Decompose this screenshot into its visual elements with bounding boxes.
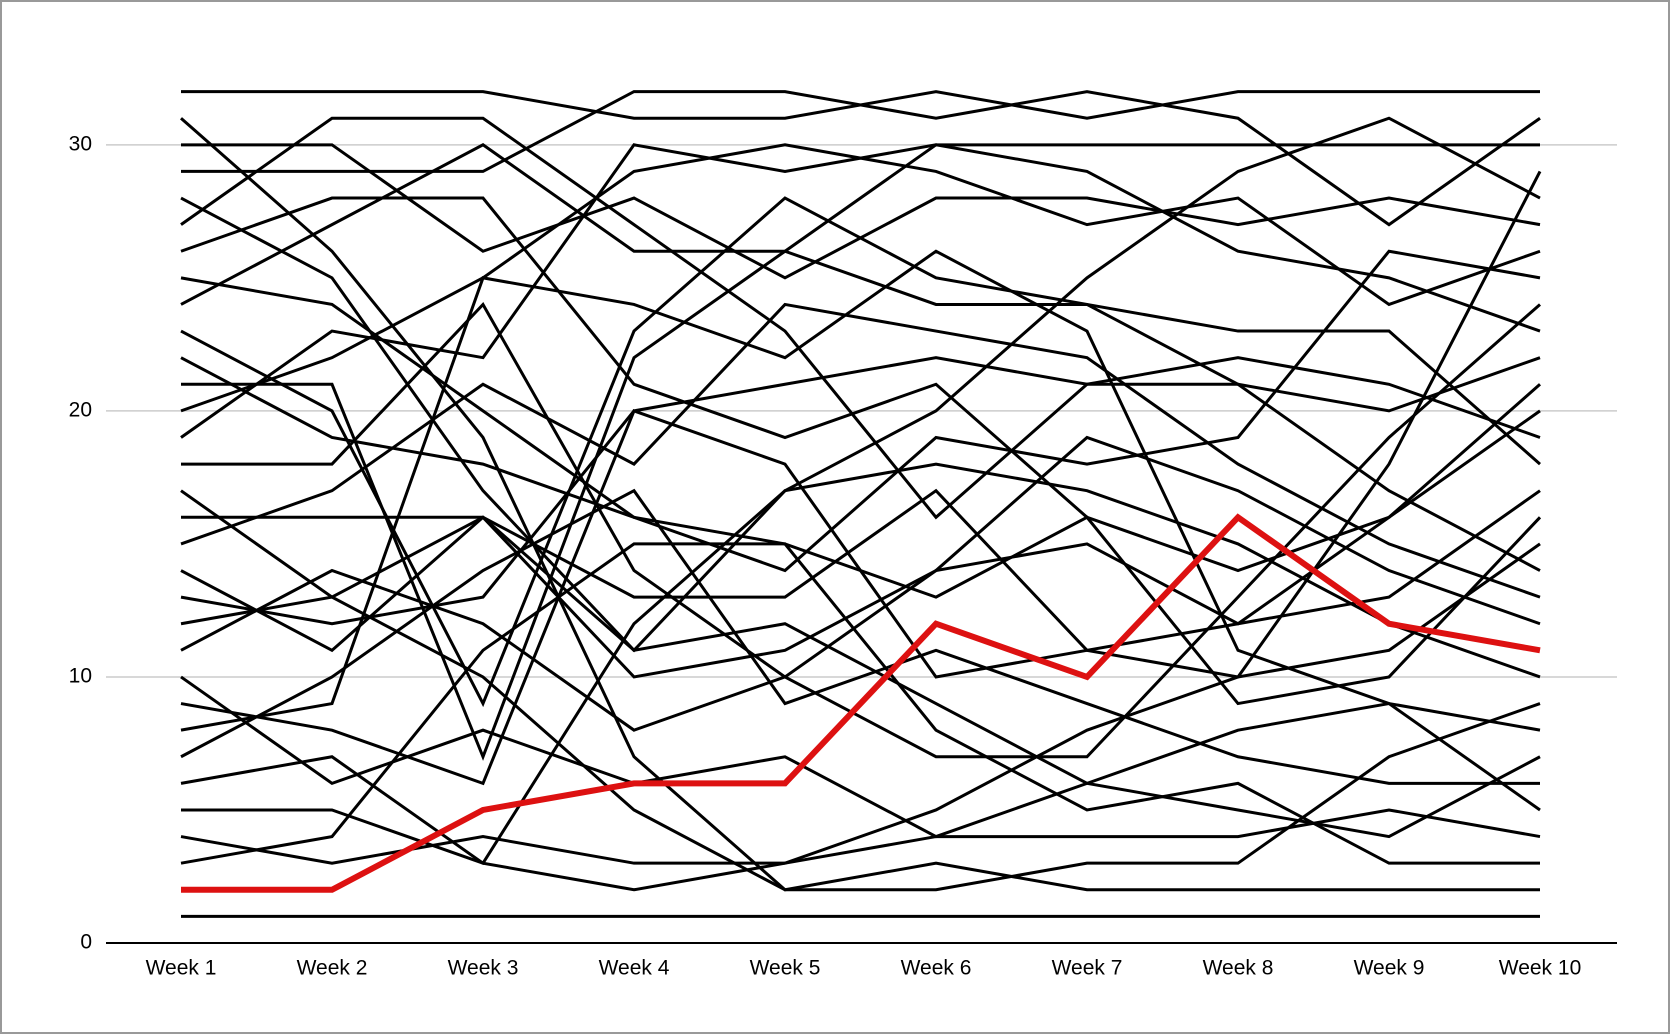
x-tick-label: Week 10 bbox=[1499, 957, 1582, 980]
x-tick-label: Week 4 bbox=[599, 957, 670, 980]
series-line bbox=[180, 435, 1541, 732]
y-tick-label: 20 bbox=[69, 398, 92, 421]
y-tick-label: 30 bbox=[69, 132, 92, 155]
x-tick-label: Week 9 bbox=[1354, 957, 1425, 980]
y-tick-label: 10 bbox=[69, 664, 92, 687]
series-line bbox=[181, 116, 1541, 865]
series-line bbox=[180, 143, 1541, 572]
x-tick-label: Week 1 bbox=[146, 957, 217, 980]
series-line bbox=[180, 542, 1540, 865]
x-tick-label: Week 8 bbox=[1203, 957, 1274, 980]
series-line bbox=[180, 356, 1541, 626]
series-line bbox=[181, 513, 1541, 893]
series-line bbox=[180, 249, 1541, 573]
series-line bbox=[180, 302, 1541, 599]
series-line bbox=[180, 488, 1540, 785]
series-line bbox=[180, 489, 1541, 892]
x-tick-label: Week 7 bbox=[1052, 957, 1123, 980]
x-tick-label: Week 2 bbox=[297, 957, 368, 980]
series-line bbox=[181, 301, 1541, 759]
series-line bbox=[180, 408, 1541, 786]
series-line bbox=[180, 488, 1541, 679]
series-line bbox=[180, 462, 1541, 679]
series-line bbox=[180, 143, 1541, 439]
series-line bbox=[180, 196, 1541, 573]
x-tick-label: Week 3 bbox=[448, 957, 519, 980]
x-tick-label: Week 5 bbox=[750, 957, 821, 980]
series-line bbox=[180, 249, 1541, 732]
series-line bbox=[181, 90, 1541, 227]
series-line bbox=[180, 116, 1541, 520]
x-tick-label: Week 6 bbox=[901, 957, 972, 980]
y-tick-label: 0 bbox=[80, 931, 92, 954]
